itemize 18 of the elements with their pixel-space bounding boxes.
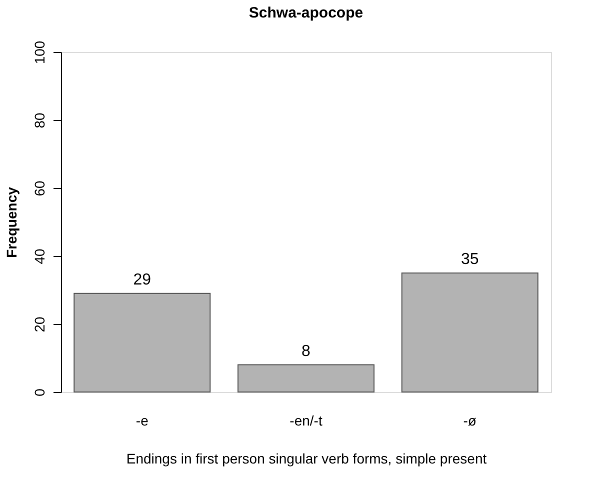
bar (401, 272, 538, 392)
bar (237, 364, 375, 392)
y-tick-label: 20 (32, 316, 48, 332)
y-tick-label: 60 (32, 180, 48, 196)
chart-title: Schwa-apocope (248, 4, 364, 22)
y-tick-label: 100 (32, 40, 48, 64)
x-tick-label: -ø (463, 412, 477, 428)
data-label: 35 (460, 251, 479, 268)
y-tick-label: 40 (32, 248, 48, 264)
y-tick-label: 0 (32, 388, 48, 396)
x-tick-label: -en/-t (290, 412, 322, 428)
bar (74, 292, 211, 392)
x-tick-label: -e (136, 412, 149, 428)
y-axis-title: Frequency (4, 186, 20, 258)
data-label: 8 (302, 342, 311, 360)
data-label: 29 (133, 271, 152, 288)
x-axis-title: Endings in first person singular verb forms, simple present (126, 450, 487, 466)
y-tick-label: 80 (32, 112, 48, 128)
